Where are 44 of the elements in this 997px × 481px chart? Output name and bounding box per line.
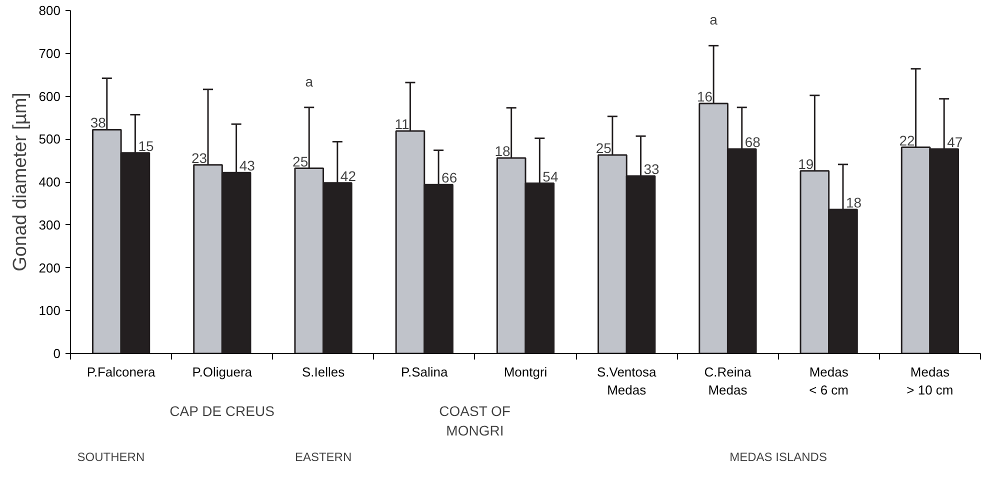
text: SOUTHERN <box>77 450 145 464</box>
y-tick-label: 100 <box>38 303 61 318</box>
text: MEDAS ISLANDS <box>730 450 827 464</box>
annotation: 54 <box>542 168 558 184</box>
annotation: 68 <box>744 134 761 150</box>
y-tick-label: 500 <box>38 132 61 147</box>
x-tick-label: Medas > 10 cm <box>906 364 954 398</box>
y-tick-label: 800 <box>38 3 61 18</box>
y-tick-label: 400 <box>38 174 61 190</box>
annotation: 23 <box>191 150 208 166</box>
x-tick-label: Montgri <box>504 364 548 380</box>
x-tick-label: C.Reina Medas <box>704 364 752 398</box>
annotation: 33 <box>644 160 660 177</box>
annotation: 15 <box>138 138 154 154</box>
text: COAST OF MONGRI <box>439 403 510 438</box>
annotation: 38 <box>90 114 106 131</box>
x-tick-label: S.Ventosa Medas <box>596 364 658 398</box>
annotation: 42 <box>340 168 356 184</box>
annotation: a <box>305 73 314 90</box>
x-tick-label: P.Falconera <box>86 364 156 380</box>
annotation: a <box>710 12 718 28</box>
annotation: 25 <box>596 140 612 156</box>
annotation: 19 <box>798 156 814 172</box>
annotation: 18 <box>846 194 862 210</box>
x-tick-label: P.Oliguera <box>192 364 253 380</box>
x-tick-label: Medas < 6 cm <box>809 364 849 398</box>
y-axis-title: Gonad diameter [µm] <box>10 92 31 272</box>
x-tick-label: P.Salina <box>401 364 449 380</box>
annotation: 11 <box>394 116 410 132</box>
y-tick-label: 700 <box>38 46 61 61</box>
annotation: 18 <box>494 142 511 159</box>
y-tick-label: 0 <box>53 346 61 361</box>
y-tick-label: 200 <box>38 260 61 276</box>
y-tick-label: 300 <box>38 217 61 232</box>
x-tick-label: S.Ielles <box>302 364 346 380</box>
y-tick-label: 600 <box>38 88 61 104</box>
annotation: 22 <box>899 132 916 148</box>
annotation: 43 <box>239 158 256 174</box>
annotation: 47 <box>947 134 963 150</box>
text: CAP DE CREUS <box>170 403 274 420</box>
annotation: 16 <box>696 88 713 105</box>
annotation: 66 <box>442 170 458 186</box>
text: EASTERN <box>294 450 352 464</box>
annotation: 25 <box>292 153 308 170</box>
